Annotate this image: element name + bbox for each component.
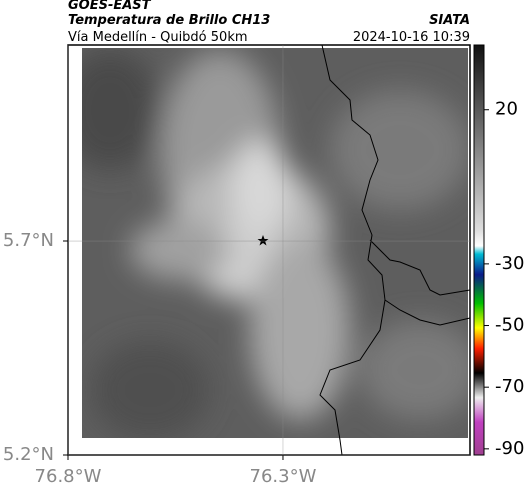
satellite-image — [82, 48, 468, 438]
y-tick-label: 5.7°N — [3, 230, 54, 251]
subtitle: Vía Medellín - Quibdó 50km — [68, 30, 248, 45]
y-tick-label: 5.2°N — [3, 444, 54, 465]
location-marker — [257, 235, 269, 246]
border-line — [319, 299, 386, 456]
colorbar — [473, 44, 485, 456]
border-line — [369, 239, 471, 296]
x-tick-label: 76.8°W — [35, 466, 102, 487]
colorbar-tick-label: -90 — [495, 438, 524, 459]
colorbar-tick-label: -30 — [495, 253, 524, 274]
colorbar-tick-label: 20 — [495, 99, 518, 120]
title: Temperatura de Brillo CH13 — [68, 13, 270, 28]
x-tick-label: 76.3°W — [250, 466, 317, 487]
source: GOES-EAST — [68, 0, 152, 13]
border-line — [321, 44, 471, 326]
datetime: 2024-10-16 10:39 — [353, 30, 470, 45]
colorbar-tick-label: -70 — [495, 376, 524, 397]
brand: SIATA — [429, 13, 470, 28]
colorbar-tick-label: -50 — [495, 315, 524, 336]
